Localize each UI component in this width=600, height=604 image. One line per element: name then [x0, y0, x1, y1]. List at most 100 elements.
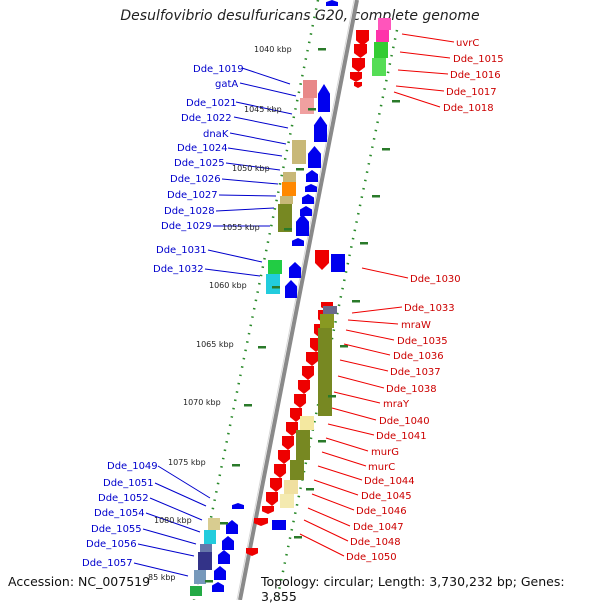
gene-label-right[interactable]: Dde_1017 — [446, 87, 497, 98]
kbp-tick — [318, 48, 326, 51]
gene-label-left[interactable]: Dde_1021 — [186, 98, 237, 109]
label-leader-left — [149, 497, 203, 521]
gene-arrow-forward — [232, 503, 244, 509]
gene-label-right[interactable]: murC — [368, 462, 395, 473]
gene-label-right[interactable]: mraY — [383, 399, 410, 410]
gene-label-right[interactable]: Dde_1046 — [356, 506, 407, 517]
gene-category-block — [300, 98, 314, 114]
kbp-tick — [205, 580, 213, 583]
gene-label-right[interactable]: Dde_1015 — [453, 54, 504, 65]
kbp-tick — [328, 395, 336, 398]
gene-label-right[interactable]: Dde_1016 — [450, 70, 501, 81]
gene-arrow-reverse — [262, 506, 274, 514]
gene-label-right[interactable]: Dde_1036 — [393, 351, 444, 362]
gene-category-block — [323, 306, 337, 314]
gene-category-block — [208, 518, 220, 530]
ruler-track-left — [192, 0, 320, 600]
gene-label-right[interactable]: Dde_1047 — [353, 522, 404, 533]
gene-label-left[interactable]: Dde_1024 — [177, 143, 228, 154]
gene-label-right[interactable]: Dde_1041 — [376, 431, 427, 442]
label-leader-right — [299, 533, 345, 557]
gene-category-block — [303, 80, 317, 98]
gene-category-block — [378, 18, 391, 30]
kbp-label: 1075 kbp — [168, 458, 206, 467]
accession-text: Accession: NC_007519 — [8, 574, 151, 589]
gene-arrow-forward — [212, 582, 224, 592]
gene-arrow-forward — [305, 184, 317, 192]
gene-label-right[interactable]: Dde_1035 — [397, 336, 448, 347]
gene-label-right[interactable]: Dde_1044 — [364, 476, 415, 487]
kbp-tick — [244, 404, 252, 407]
gene-label-left[interactable]: Dde_1022 — [181, 113, 232, 124]
gene-category-block — [376, 30, 389, 42]
gene-label-left[interactable]: Dde_1032 — [153, 264, 204, 275]
gene-label-right[interactable]: Dde_1030 — [410, 274, 461, 285]
gene-category-block — [300, 416, 314, 430]
gene-arrow-reverse — [282, 436, 294, 450]
label-leader-right — [327, 423, 375, 436]
gene-label-right[interactable]: uvrC — [456, 38, 479, 49]
gene-arrow-reverse — [350, 72, 362, 82]
gene-arrow-reverse — [306, 352, 318, 366]
gene-arrow-forward — [214, 566, 226, 580]
label-leader-left — [235, 101, 293, 115]
gene-label-left[interactable]: Dde_1028 — [164, 206, 215, 217]
genome-backbone — [238, 0, 359, 600]
gene-label-left[interactable]: gatA — [215, 79, 238, 90]
label-leader-right — [317, 465, 363, 481]
label-leader-left — [218, 194, 277, 197]
gene-label-right[interactable]: Dde_1033 — [404, 303, 455, 314]
gene-arrow-forward — [222, 536, 234, 550]
label-leader-left — [207, 249, 263, 263]
kbp-tick — [306, 488, 314, 491]
gene-label-left[interactable]: Dde_1029 — [161, 221, 212, 232]
gene-label-right[interactable]: mraW — [401, 320, 431, 331]
gene-label-left[interactable]: Dde_1031 — [156, 245, 207, 256]
gene-arrow-reverse — [254, 518, 268, 526]
gene-label-left[interactable]: Dde_1027 — [167, 190, 218, 201]
gene-label-left[interactable]: Dde_1049 — [107, 461, 158, 472]
gene-label-right[interactable]: murG — [371, 447, 399, 458]
kbp-tick — [220, 522, 228, 525]
label-leader-left — [133, 562, 189, 577]
kbp-tick — [258, 346, 266, 349]
gene-category-block — [194, 570, 206, 584]
gene-arrow-reverse — [278, 450, 290, 464]
label-leader-right — [395, 85, 445, 92]
gene-category-block — [190, 586, 202, 596]
gene-label-right[interactable]: Dde_1038 — [386, 384, 437, 395]
gene-label-left[interactable]: Dde_1026 — [170, 174, 221, 185]
label-leader-left — [229, 132, 287, 145]
label-leader-right — [347, 319, 399, 325]
gene-arrow-reverse — [286, 422, 298, 436]
label-leader-left — [227, 147, 283, 157]
gene-label-right[interactable]: Dde_1048 — [350, 537, 401, 548]
gene-arrow-reverse — [294, 394, 306, 408]
label-leader-right — [325, 437, 369, 452]
label-leader-right — [401, 33, 455, 43]
label-leader-right — [307, 507, 351, 527]
gene-label-left[interactable]: Dde_1052 — [98, 493, 149, 504]
gene-label-left[interactable]: Dde_1056 — [86, 539, 137, 550]
gene-label-left[interactable]: Dde_1051 — [103, 478, 154, 489]
gene-category-block — [320, 314, 334, 328]
gene-label-left[interactable]: Dde_1019 — [193, 64, 244, 75]
gene-category-block — [282, 182, 296, 196]
gene-label-left[interactable]: Dde_1057 — [82, 558, 133, 569]
gene-label-left[interactable]: Dde_1055 — [91, 524, 142, 535]
gene-label-right[interactable]: Dde_1018 — [443, 103, 494, 114]
gene-category-block — [296, 430, 310, 460]
gene-label-left[interactable]: Dde_1054 — [94, 508, 145, 519]
kbp-tick — [352, 300, 360, 303]
gene-label-right[interactable]: Dde_1037 — [390, 367, 441, 378]
gene-label-left[interactable]: dnaK — [203, 129, 229, 140]
label-leader-right — [361, 267, 409, 279]
gene-arrow-forward — [308, 146, 321, 168]
gene-arrow-reverse — [266, 492, 278, 506]
gene-label-right[interactable]: Dde_1040 — [379, 416, 430, 427]
gene-label-right[interactable]: Dde_1050 — [346, 552, 397, 563]
kbp-tick — [284, 228, 292, 231]
kbp-tick — [382, 148, 390, 151]
gene-label-left[interactable]: Dde_1025 — [174, 158, 225, 169]
gene-label-right[interactable]: Dde_1045 — [361, 491, 412, 502]
